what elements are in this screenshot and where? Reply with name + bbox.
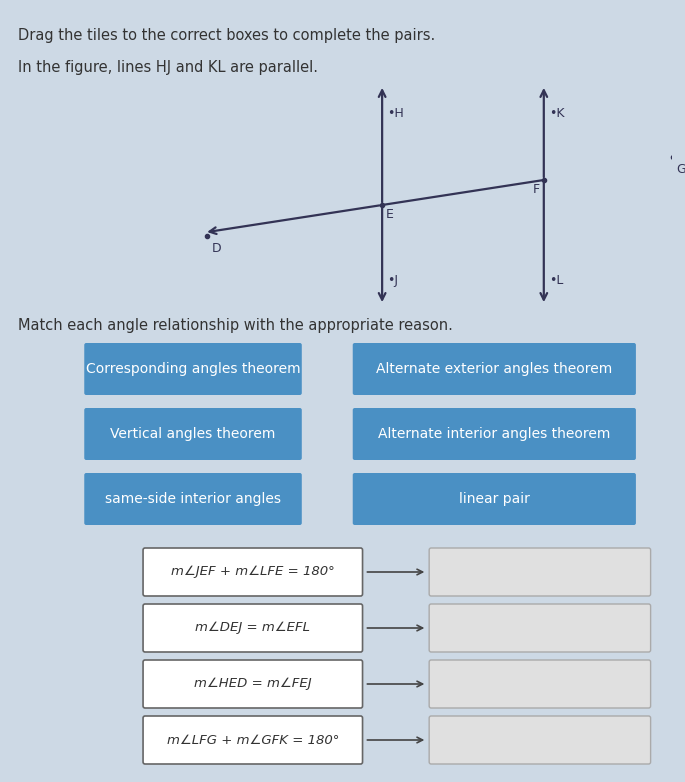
Text: Match each angle relationship with the appropriate reason.: Match each angle relationship with the a… [18,318,453,333]
Text: D: D [212,242,222,256]
Text: F: F [533,183,540,196]
FancyBboxPatch shape [429,716,651,764]
FancyBboxPatch shape [353,343,636,395]
FancyBboxPatch shape [353,473,636,525]
Text: Vertical angles theorem: Vertical angles theorem [110,427,276,441]
Text: same-side interior angles: same-side interior angles [105,492,281,506]
Text: m∠DEJ = m∠EFL: m∠DEJ = m∠EFL [195,622,310,634]
FancyBboxPatch shape [84,408,302,460]
FancyBboxPatch shape [143,716,362,764]
Text: •H: •H [387,107,403,120]
Text: •L: •L [549,274,563,287]
FancyBboxPatch shape [429,604,651,652]
Text: m∠HED = m∠FEJ: m∠HED = m∠FEJ [194,677,312,691]
FancyBboxPatch shape [353,408,636,460]
Text: •K: •K [549,107,564,120]
Text: Alternate exterior angles theorem: Alternate exterior angles theorem [376,362,612,376]
Text: Alternate interior angles theorem: Alternate interior angles theorem [378,427,610,441]
Text: Corresponding angles theorem: Corresponding angles theorem [86,362,300,376]
Text: linear pair: linear pair [459,492,530,506]
FancyBboxPatch shape [143,660,362,708]
FancyBboxPatch shape [84,473,302,525]
FancyBboxPatch shape [429,548,651,596]
Text: Drag the tiles to the correct boxes to complete the pairs.: Drag the tiles to the correct boxes to c… [18,28,435,43]
FancyBboxPatch shape [84,343,302,395]
Text: m∠LFG + m∠GFK = 180°: m∠LFG + m∠GFK = 180° [166,734,339,747]
Text: In the figure, lines HJ and KL are parallel.: In the figure, lines HJ and KL are paral… [18,60,318,75]
Text: m∠JEF + m∠LFE = 180°: m∠JEF + m∠LFE = 180° [171,565,335,579]
FancyBboxPatch shape [143,548,362,596]
Text: E: E [386,208,394,221]
Text: G: G [676,163,685,176]
Text: •J: •J [387,274,398,287]
FancyBboxPatch shape [429,660,651,708]
FancyBboxPatch shape [143,604,362,652]
